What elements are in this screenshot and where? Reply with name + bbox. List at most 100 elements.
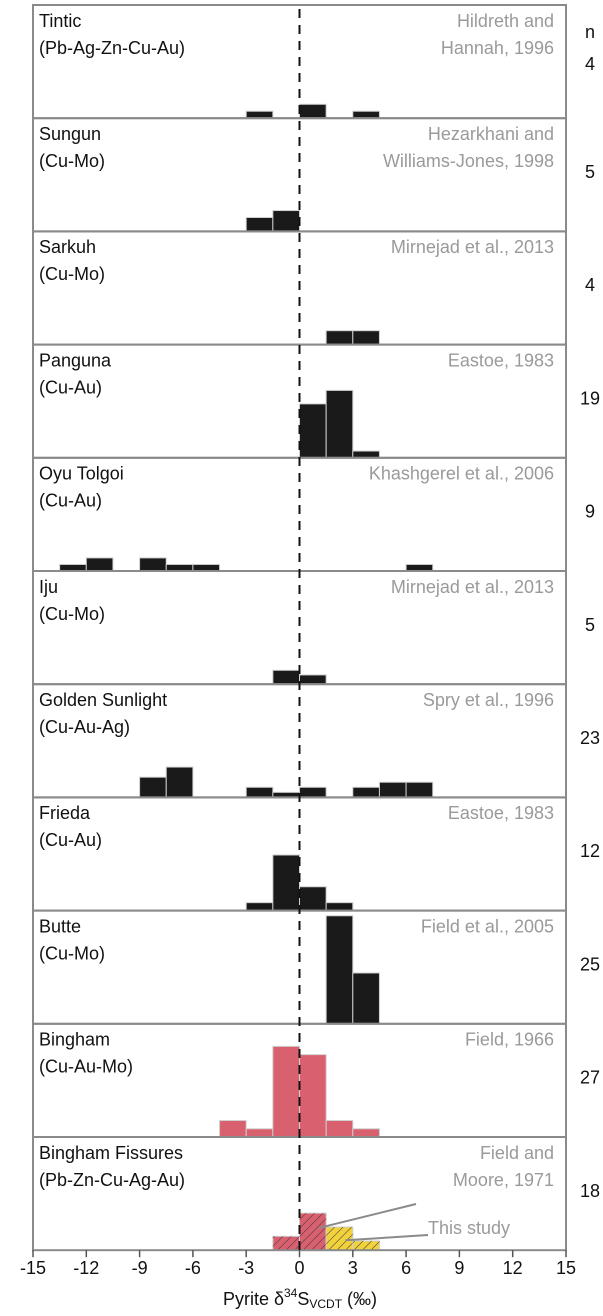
deposit-name: Tintic (39, 11, 81, 31)
bar (352, 1128, 380, 1138)
deposit-type: (Pb-Ag-Zn-Cu-Au) (39, 38, 185, 58)
deposit-type: (Cu-Mo) (39, 264, 105, 284)
reference: Field, 1966 (465, 1030, 554, 1050)
deposit-type: (Cu-Mo) (39, 943, 105, 963)
leader-line (345, 1234, 429, 1242)
x-tick-label: 3 (348, 1258, 358, 1278)
bar (219, 1120, 247, 1138)
bar (272, 210, 301, 232)
n-value: 4 (585, 54, 595, 74)
deposit-name: Sungun (39, 124, 101, 144)
n-value: 5 (585, 162, 595, 182)
bar (378, 781, 407, 798)
bar (245, 1128, 274, 1138)
deposit-type: (Pb-Zn-Cu-Ag-Au) (39, 1170, 185, 1190)
deposit-name: Bingham Fissures (39, 1143, 183, 1163)
deposit-name: Sarkuh (39, 237, 96, 257)
x-tick-label: -9 (132, 1258, 148, 1278)
x-title-suffix: (‰) (342, 1289, 377, 1309)
reference: Spry et al., 1996 (423, 690, 554, 710)
bar (245, 786, 274, 798)
bar (352, 786, 380, 798)
deposit-name: Bingham (39, 1030, 110, 1050)
bar (272, 669, 301, 685)
reference: Mirnejad et al., 2013 (391, 237, 554, 257)
deposit-type: (Cu-Au-Mo) (39, 1057, 133, 1077)
x-tick-label: 15 (556, 1258, 576, 1278)
bar (352, 330, 380, 346)
x-tick-label: -12 (73, 1258, 99, 1278)
bar (245, 902, 274, 912)
bar (352, 972, 380, 1025)
x-tick-label: 9 (454, 1258, 464, 1278)
x-tick-label: 6 (401, 1258, 411, 1278)
bar (299, 674, 327, 685)
deposit-type: (Cu-Au) (39, 491, 102, 511)
x-title-prefix: Pyrite δ (223, 1289, 284, 1309)
n-value: 27 (580, 1068, 600, 1088)
bar (405, 781, 434, 798)
bar (272, 854, 301, 912)
bar-hatch (272, 1236, 300, 1251)
bar (299, 886, 327, 912)
reference: Hezarkhani and (428, 124, 554, 144)
deposit-type: (Cu-Mo) (39, 151, 105, 171)
reference: Mirnejad et al., 2013 (391, 577, 554, 597)
x-tick-label: 0 (294, 1258, 304, 1278)
deposit-type: (Cu-Mo) (39, 604, 105, 624)
bar (139, 557, 167, 572)
series-label: Field and (480, 1143, 554, 1163)
n-value: 19 (580, 388, 600, 408)
deposit-type: (Cu-Au) (39, 377, 102, 397)
x-title-mid: S (297, 1289, 309, 1309)
x-tick-label: -15 (20, 1258, 46, 1278)
reference: Hannah, 1996 (441, 38, 554, 58)
deposit-name: Oyu Tolgoi (39, 464, 124, 484)
n-value: 4 (585, 275, 595, 295)
deposit-name: Butte (39, 916, 81, 936)
bar (352, 450, 380, 459)
bar (272, 1045, 301, 1138)
deposit-name: Iju (39, 577, 58, 597)
leader-line (318, 1203, 417, 1229)
bar (245, 110, 274, 119)
deposit-name: Frieda (39, 803, 91, 823)
reference: Eastoe, 1983 (448, 803, 554, 823)
bar (325, 1120, 354, 1138)
bar (299, 103, 327, 119)
series-label: This study (428, 1218, 510, 1238)
bar (325, 330, 354, 346)
x-axis-title: Pyrite δ34SVCDT (‰) (223, 1286, 377, 1311)
bar (299, 1054, 327, 1138)
n-value: 5 (585, 615, 595, 635)
n-header: n (585, 22, 595, 42)
bar-hatch (299, 1213, 327, 1251)
n-value: 12 (580, 841, 600, 861)
reference: Eastoe, 1983 (448, 350, 554, 370)
n-value: 9 (585, 502, 595, 522)
deposit-type: (Cu-Au) (39, 830, 102, 850)
bar (325, 915, 354, 1025)
bar (299, 403, 327, 459)
bar (245, 217, 274, 232)
deposit-name: Golden Sunlight (39, 690, 167, 710)
bar (299, 786, 327, 798)
bar-hatch (326, 1227, 353, 1251)
bar-hatch (352, 1240, 380, 1251)
x-tick-label: -3 (238, 1258, 254, 1278)
reference: Williams-Jones, 1998 (383, 151, 554, 171)
reference: Khashgerel et al., 2006 (369, 464, 554, 484)
x-tick-label: -6 (185, 1258, 201, 1278)
bar (85, 557, 114, 572)
bar (139, 776, 167, 798)
bar (325, 389, 354, 459)
deposit-name: Panguna (39, 350, 112, 370)
n-value: 23 (580, 728, 600, 748)
n-value: 18 (580, 1181, 600, 1201)
n-value: 25 (580, 954, 600, 974)
bar (352, 110, 380, 119)
x-title-sub: VCDT (309, 1297, 342, 1311)
x-title-sup: 34 (284, 1286, 298, 1300)
